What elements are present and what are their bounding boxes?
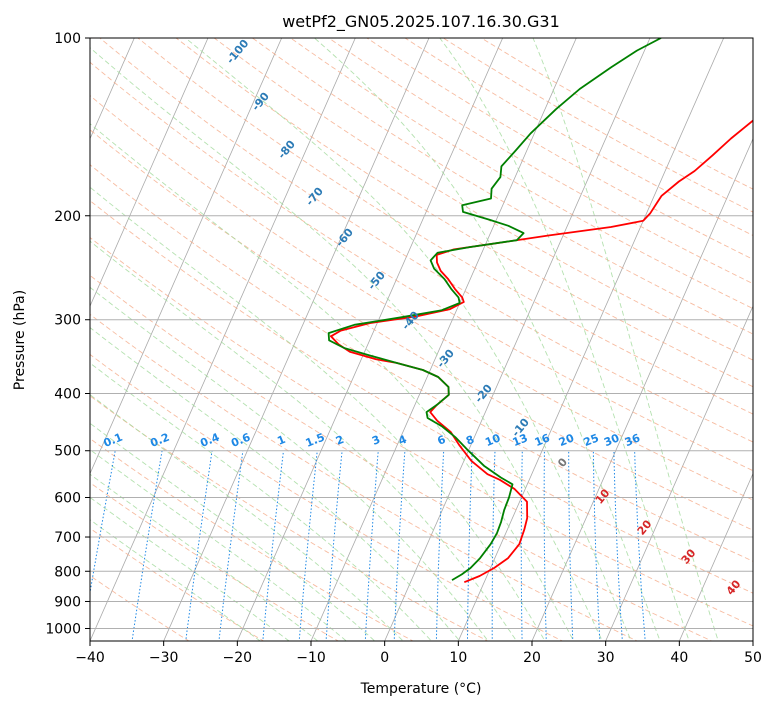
moist-adiabat-line [90, 327, 461, 641]
mixing-ratio-line [634, 450, 646, 641]
mixing-ratio-line [543, 450, 547, 641]
mixing-ratio-line [467, 450, 473, 641]
x-tick-label: 20 [523, 650, 541, 666]
x-tick-label: 10 [449, 650, 467, 666]
y-tick-label: 1000 [45, 621, 81, 637]
isotherm-line [531, 137, 753, 641]
moist-adiabat-line [90, 186, 546, 641]
isotherm-line [90, 38, 209, 308]
moist-adiabat-line [90, 286, 489, 641]
mixing-ratio-label: 20 [557, 431, 576, 449]
moist-adiabat-line [90, 473, 319, 641]
y-tick-label: 300 [54, 313, 81, 329]
axis-ticks: −40 −30 −20 −10 0 10 20 30 40 50 100 200 300 400 500 60… [45, 31, 762, 666]
mixing-ratio-label: 30 [602, 431, 621, 449]
isotherm-line [236, 38, 504, 641]
mixing-ratio-line [592, 450, 601, 641]
chart-title: wetPf2_GN05.2025.107.16.30.G31 [282, 12, 560, 32]
x-tick-label: 50 [744, 650, 762, 666]
isotherm-line [0, 25, 66, 646]
mixing-ratio-line [393, 450, 406, 641]
mixing-ratio-line [131, 450, 163, 641]
mixing-ratio-line [325, 450, 343, 641]
dry-adiabat-line [90, 438, 414, 641]
dry-adiabat-line [90, 482, 340, 641]
dry-adiabat-line [90, 236, 753, 627]
isotherm-line [678, 472, 753, 641]
dry-adiabat-line [90, 274, 713, 641]
moist-adiabat-line [90, 240, 518, 641]
dry-adiabat-line [99, 38, 753, 443]
dry-adiabat-line [90, 313, 639, 641]
isotherm-line [163, 38, 430, 641]
moist-adiabat-line [439, 38, 690, 641]
moist-adiabat-line [90, 422, 376, 641]
mixing-ratio-line [185, 450, 213, 641]
dry-adiabat-line [290, 38, 753, 310]
y-tick-label: 400 [54, 387, 81, 403]
x-tick-label: −40 [75, 650, 105, 666]
x-tick-label: 30 [597, 650, 615, 666]
y-axis-label: Pressure (hPa) [12, 290, 28, 390]
mixing-ratio-label: 3 [370, 433, 382, 448]
x-tick-label: −10 [296, 650, 326, 666]
isotherm-line [752, 640, 753, 641]
mixing-ratio-line [568, 450, 574, 641]
mixing-ratio-line [218, 450, 244, 641]
mixing-ratio-line [491, 450, 496, 641]
x-tick-label: −20 [223, 650, 253, 666]
dry-adiabat-line [90, 395, 489, 641]
dry-adiabat-line [90, 61, 753, 472]
mixing-ratio-line [435, 450, 445, 641]
mixing-ratio-label: 36 [623, 431, 642, 449]
y-tick-label: 800 [54, 564, 81, 580]
plot-frame [89, 37, 754, 642]
moist-adiabat-line [90, 496, 290, 641]
y-tick-label: 200 [54, 209, 81, 225]
mixing-ratio-label: 10 [483, 431, 502, 449]
dry-adiabat-line [90, 353, 564, 641]
mixing-ratio-label: 1 [275, 433, 287, 448]
y-tick-label: 100 [54, 31, 81, 47]
dry-adiabat-line [90, 129, 753, 531]
x-tick-label: 40 [670, 650, 688, 666]
mixing-ratio-label: 16 [533, 431, 552, 449]
isotherm-line [90, 38, 135, 140]
moist-adiabat-line [90, 123, 575, 641]
moist-adiabat-line [313, 38, 661, 641]
moist-adiabat-line [90, 362, 433, 641]
series-lines [327, 38, 753, 584]
x-axis-label: Temperature (°C) [360, 681, 482, 697]
dry-adiabat-line [137, 38, 753, 415]
mixing-ratio-line [298, 450, 318, 641]
dry-adiabat-line [90, 527, 265, 641]
isotherm-line [457, 38, 725, 641]
y-tick-label: 600 [54, 490, 81, 506]
x-tick-label: −30 [149, 650, 179, 666]
mixing-ratio-label: 2 [334, 433, 346, 448]
dry-adiabat-line [90, 95, 753, 501]
dewpoint-profile-line [327, 38, 662, 581]
moist-adiabat-line [90, 449, 348, 641]
plot-background [90, 38, 753, 641]
y-tick-label: 500 [54, 444, 81, 460]
mixing-ratio-label: 8 [464, 433, 476, 448]
mixing-ratio-label: 13 [511, 431, 530, 449]
isotherm-line [90, 38, 283, 475]
dry-adiabat-line [90, 164, 753, 562]
moist-adiabat-line [90, 394, 404, 641]
mixing-ratio-line [262, 450, 284, 641]
y-tick-label: 900 [54, 594, 81, 610]
mixing-ratio-line [520, 450, 523, 641]
moist-adiabat-line [532, 38, 719, 641]
mixing-ratio-label: 25 [582, 431, 601, 449]
isotherm-line [605, 305, 753, 641]
mixing-ratio-line [613, 450, 623, 641]
isotherm-line [384, 38, 651, 641]
mixing-ratio-line [364, 450, 379, 641]
y-tick-label: 700 [54, 530, 81, 546]
x-tick-label: 0 [380, 650, 389, 666]
